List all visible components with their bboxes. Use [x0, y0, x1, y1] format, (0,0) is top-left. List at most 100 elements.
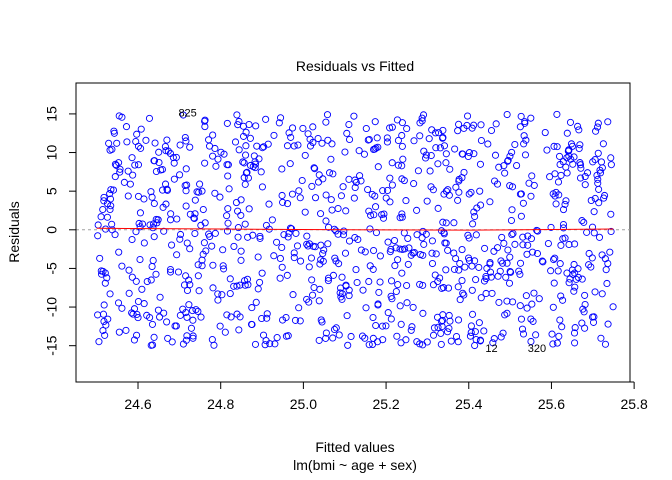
x-tick-label: 24.8 — [207, 396, 234, 412]
data-point — [476, 160, 485, 168]
data-point — [472, 276, 480, 284]
data-point — [245, 205, 253, 213]
data-point — [519, 199, 527, 207]
data-point — [320, 246, 328, 254]
data-point — [233, 282, 241, 290]
data-point — [329, 334, 337, 342]
data-point — [548, 330, 556, 338]
data-point — [465, 149, 473, 157]
data-point — [516, 259, 525, 267]
data-point — [223, 227, 232, 235]
data-point — [574, 265, 582, 273]
data-point — [151, 139, 159, 147]
data-point — [600, 194, 608, 202]
data-point — [404, 260, 412, 268]
data-point — [440, 230, 448, 238]
data-point — [258, 144, 266, 152]
data-point — [382, 322, 390, 330]
y-tick-label: -15 — [44, 335, 60, 355]
data-point — [418, 114, 426, 122]
data-point — [561, 200, 569, 208]
data-point — [256, 234, 264, 242]
data-point — [501, 169, 509, 177]
data-point — [452, 332, 461, 341]
data-point — [275, 119, 283, 127]
data-point — [430, 324, 438, 332]
x-tick-label: 24.6 — [124, 396, 151, 412]
data-point — [226, 290, 234, 298]
data-point — [571, 283, 579, 291]
point-label-320: 320 — [528, 343, 546, 355]
data-point — [163, 318, 171, 326]
data-point — [591, 194, 599, 203]
data-point — [452, 254, 460, 263]
data-point — [391, 262, 399, 270]
data-point — [344, 341, 352, 349]
data-point — [289, 291, 297, 299]
y-tick-label: 0 — [44, 226, 60, 234]
data-point — [434, 277, 442, 286]
data-point — [147, 276, 155, 284]
data-point — [106, 190, 114, 198]
data-point — [116, 165, 124, 173]
data-point — [101, 269, 109, 277]
data-point — [555, 332, 563, 340]
x-axis: 24.6 24.8 25.0 25.2 25.4 25.6 25.8 — [124, 381, 648, 412]
data-point — [468, 124, 476, 132]
data-point — [503, 309, 511, 317]
data-point — [252, 298, 260, 306]
data-point — [287, 133, 295, 141]
data-point — [554, 267, 562, 275]
data-point — [216, 193, 224, 201]
data-point — [488, 289, 496, 297]
data-point — [515, 267, 523, 275]
data-point — [291, 316, 300, 324]
data-point — [161, 143, 169, 151]
data-point — [465, 190, 473, 198]
data-point — [597, 158, 606, 166]
data-point — [530, 289, 538, 297]
data-point — [332, 227, 340, 235]
data-point — [159, 186, 167, 194]
data-point — [182, 272, 190, 280]
data-point — [365, 135, 373, 144]
data-point — [278, 243, 286, 252]
data-point — [176, 141, 184, 149]
data-point — [429, 281, 437, 289]
data-point — [398, 210, 406, 218]
data-point — [577, 164, 585, 172]
data-point — [549, 340, 557, 348]
data-point — [524, 232, 532, 240]
data-point — [372, 144, 380, 152]
data-point — [583, 169, 592, 177]
data-point — [435, 129, 443, 137]
data-point — [285, 129, 293, 137]
data-point — [280, 231, 288, 239]
data-point — [118, 304, 126, 312]
data-point — [398, 119, 406, 127]
data-point — [431, 271, 439, 279]
data-point — [591, 156, 599, 164]
data-point — [588, 313, 597, 321]
point-label-825: 825 — [178, 107, 196, 119]
data-point — [463, 112, 472, 120]
data-point — [387, 315, 395, 323]
data-point — [257, 168, 265, 176]
data-point — [447, 337, 455, 345]
data-point — [244, 174, 252, 182]
annotations: 825 12 320 — [178, 107, 546, 355]
data-point — [314, 134, 322, 143]
data-point — [509, 298, 517, 306]
data-point — [332, 324, 340, 332]
data-point — [603, 279, 611, 288]
data-point — [442, 219, 450, 227]
data-point — [342, 281, 350, 289]
data-point — [410, 137, 418, 145]
data-point — [135, 219, 143, 228]
data-point — [589, 158, 597, 166]
data-point — [400, 229, 408, 237]
data-point — [437, 329, 445, 337]
data-point — [589, 318, 598, 326]
data-point — [508, 231, 516, 239]
data-point — [223, 311, 231, 319]
